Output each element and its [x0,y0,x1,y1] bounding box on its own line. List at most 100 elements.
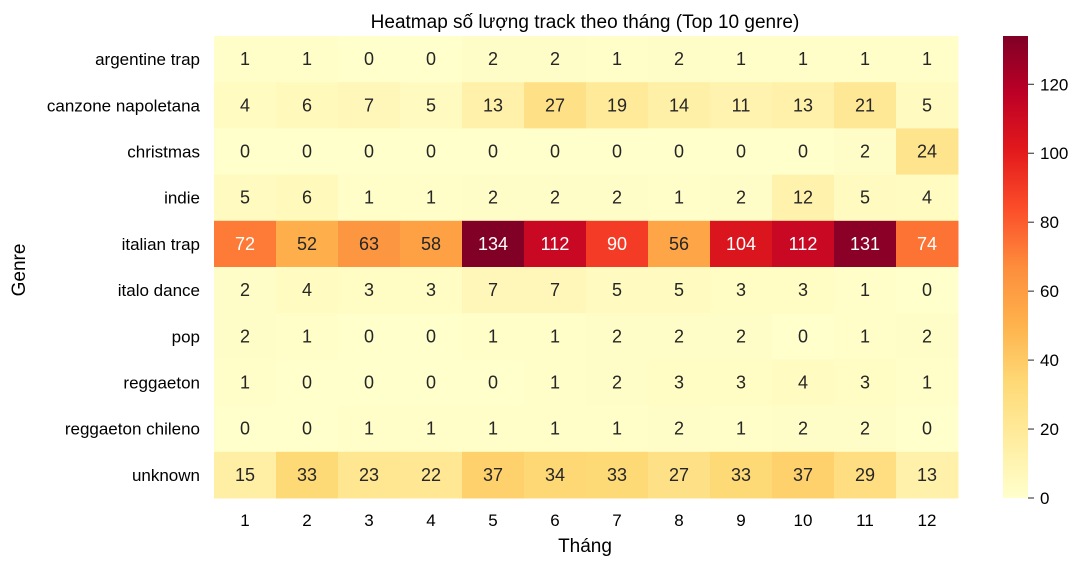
cell-value-label: 4 [302,280,312,300]
heatmap-cell [772,405,835,453]
heatmap-cell [834,220,897,268]
heatmap-cell [648,220,711,268]
heatmap-cell [276,36,339,83]
cell-value-label: 5 [612,280,622,300]
heatmap-cell [772,36,835,83]
cell-value-label: 1 [302,326,312,346]
heatmap-cell [710,128,773,176]
heatmap-cell [462,359,525,407]
heatmap-cell [338,451,401,499]
cell-value-label: 4 [798,373,808,393]
cell-value-label: 3 [736,373,746,393]
heatmap-cell [834,405,897,453]
heatmap-cell [896,36,959,83]
cell-value-label: 2 [736,326,746,346]
cell-value-label: 0 [302,373,312,393]
cell-value-label: 1 [860,326,870,346]
cell-value-label: 22 [421,465,441,485]
heatmap-cell [214,174,277,222]
cell-value-label: 2 [674,49,684,69]
heatmap-cell [710,313,773,360]
cell-value-label: 72 [235,234,255,254]
x-tick-label: 2 [302,511,311,530]
heatmap-cell [896,220,959,268]
cell-value-label: 52 [297,234,317,254]
cell-value-label: 0 [550,142,560,162]
cell-value-label: 0 [736,142,746,162]
heatmap-cell [276,82,339,129]
cell-value-label: 0 [922,280,932,300]
cell-value-label: 3 [426,280,436,300]
cell-value-label: 63 [359,234,379,254]
cell-value-label: 2 [860,142,870,162]
cell-value-label: 6 [302,95,312,115]
heatmap-cell [586,313,649,360]
cell-value-label: 1 [798,49,808,69]
heatmap-cell [834,36,897,83]
cell-value-label: 1 [922,49,932,69]
heatmap-cell [834,451,897,499]
heatmap-cell [338,220,401,268]
cell-value-label: 27 [669,465,689,485]
heatmap-cell [524,82,587,129]
heatmap-cell [710,82,773,129]
heatmap-cell [586,267,649,314]
heatmap-cell [896,128,959,176]
heatmap-cell [524,174,587,222]
y-tick-labels: argentine trap canzone napoletana christma… [47,50,201,485]
cell-value-label: 5 [674,280,684,300]
heatmap-cell [338,359,401,407]
cell-value-label: 3 [364,280,374,300]
cell-value-label: 2 [612,188,622,208]
cell-value-label: 1 [860,49,870,69]
cell-value-label: 0 [488,373,498,393]
heatmap-cell [400,405,463,453]
colorbar-tick-label: 80 [1040,213,1059,232]
heatmap-cell [648,451,711,499]
heatmap-cell [648,313,711,360]
cell-value-label: 3 [736,280,746,300]
heatmap-cell [276,359,339,407]
cell-value-label: 7 [364,95,374,115]
cell-value-label: 0 [302,419,312,439]
cell-value-label: 2 [550,49,560,69]
cell-value-label: 1 [736,419,746,439]
heatmap-cell [586,405,649,453]
cell-value-label: 0 [364,49,374,69]
heatmap-cell [710,36,773,83]
cell-value-label: 2 [612,373,622,393]
y-tick-label: unknown [132,466,200,485]
heatmap-cell [400,36,463,83]
cell-value-label: 1 [550,373,560,393]
heatmap-cell [710,405,773,453]
heatmap-cell [710,267,773,314]
cell-value-label: 2 [736,188,746,208]
cell-value-label: 104 [726,234,756,254]
heatmap-cell [338,128,401,176]
cell-value-label: 13 [917,465,937,485]
colorbar-tick-label: 60 [1040,282,1059,301]
cell-value-label: 4 [922,188,932,208]
cell-value-label: 1 [612,49,622,69]
heatmap-cell [524,128,587,176]
cell-value-label: 0 [364,373,374,393]
cell-value-label: 2 [550,188,560,208]
cell-value-label: 0 [364,142,374,162]
cell-value-label: 0 [426,326,436,346]
heatmap-cell [710,174,773,222]
heatmap-cell [214,359,277,407]
heatmap-cell [834,267,897,314]
heatmap-cell [772,267,835,314]
x-tick-labels: 1 2 3 4 5 6 7 8 9 10 11 12 [240,511,936,530]
heatmap-cell [586,451,649,499]
heatmap-cell [772,128,835,176]
cell-value-label: 0 [302,142,312,162]
heatmap-cell [462,405,525,453]
cell-value-label: 0 [240,142,250,162]
cell-value-label: 37 [483,465,503,485]
colorbar-ticks: 0 20 40 60 80 100 120 [1028,75,1068,508]
heatmap-cell [400,359,463,407]
heatmap-cell [276,220,339,268]
y-axis-label: Genre [9,244,30,297]
